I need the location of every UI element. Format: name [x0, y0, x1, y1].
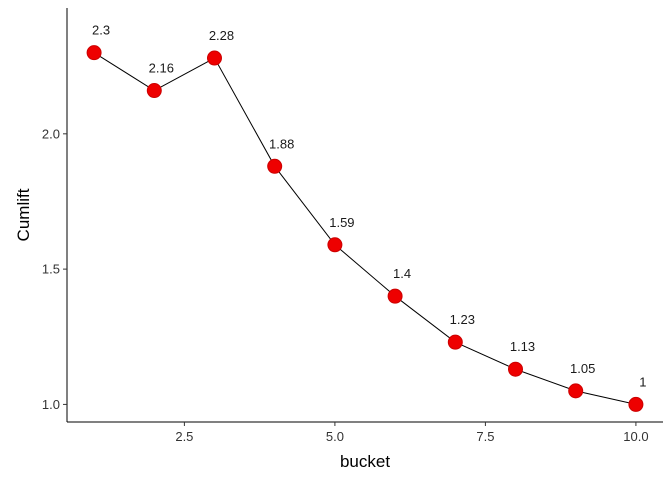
data-point	[387, 288, 403, 304]
x-tick-label: 5.0	[326, 429, 344, 444]
data-point	[86, 45, 102, 61]
data-point	[508, 361, 524, 377]
axes	[66, 8, 663, 423]
data-label: 1.88	[269, 136, 294, 151]
data-label: 1.23	[450, 312, 475, 327]
x-axis-title: bucket	[340, 452, 390, 471]
data-point	[628, 396, 644, 412]
data-labels: 2.3 2.16 2.28 1.88 1.59 1.4 1.23 1.13 1.05 1	[92, 23, 646, 390]
x-tick-label: 2.5	[175, 429, 193, 444]
data-label: 1.4	[393, 266, 411, 281]
data-label: 2.16	[149, 61, 174, 76]
y-tick-label: 1.0	[42, 397, 60, 412]
data-label: 1.59	[329, 215, 354, 230]
y-tick-label: 1.5	[42, 262, 60, 277]
x-ticks: 2.5 5.0 7.5 10.0	[175, 422, 649, 444]
data-label: 1.05	[570, 361, 595, 376]
y-tick-label: 2.0	[42, 126, 60, 141]
data-point	[206, 50, 222, 66]
data-point	[447, 334, 463, 350]
points	[86, 45, 644, 412]
data-point	[568, 383, 584, 399]
data-label: 1	[639, 374, 646, 389]
data-label: 2.28	[209, 28, 234, 43]
y-axis-title: Cumlift	[14, 188, 33, 241]
data-point	[327, 237, 343, 253]
series	[93, 52, 637, 405]
data-label: 2.3	[92, 23, 110, 38]
x-tick-label: 10.0	[623, 429, 648, 444]
data-label: 1.13	[510, 339, 535, 354]
data-point	[267, 158, 283, 174]
series-line	[93, 52, 637, 405]
x-tick-label: 7.5	[476, 429, 494, 444]
y-ticks: 1.0 1.5 2.0	[42, 126, 67, 412]
data-point	[146, 83, 162, 99]
